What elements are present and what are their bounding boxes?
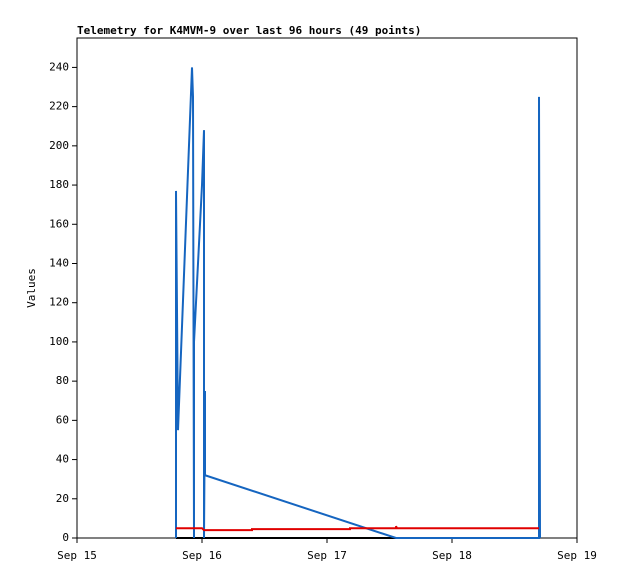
x-tick-label: Sep 18 <box>432 549 472 562</box>
chart-title: Telemetry for K4MVM-9 over last 96 hours… <box>77 24 421 37</box>
y-tick-label: 140 <box>49 256 69 269</box>
x-tick-label: Sep 16 <box>182 549 222 562</box>
y-tick-label: 160 <box>49 217 69 230</box>
y-axis-label: Values <box>25 268 38 308</box>
plot-frame <box>76 37 578 539</box>
y-tick-label: 80 <box>56 374 69 387</box>
x-tick-label: Sep 15 <box>57 549 97 562</box>
y-tick-label: 240 <box>49 60 69 73</box>
x-tick-label: Sep 17 <box>307 549 347 562</box>
y-tick-label: 20 <box>56 492 69 505</box>
y-tick-label: 40 <box>56 453 69 466</box>
y-tick-label: 0 <box>62 531 69 544</box>
y-tick-label: 120 <box>49 296 69 309</box>
series-line <box>176 525 539 532</box>
y-tick-label: 200 <box>49 139 69 152</box>
y-tick-label: 180 <box>49 178 69 191</box>
series-line <box>175 67 541 539</box>
x-tick-label: Sep 19 <box>557 549 597 562</box>
y-tick-label: 60 <box>56 413 69 426</box>
y-tick-label: 100 <box>49 335 69 348</box>
y-tick-label: 220 <box>49 100 69 113</box>
